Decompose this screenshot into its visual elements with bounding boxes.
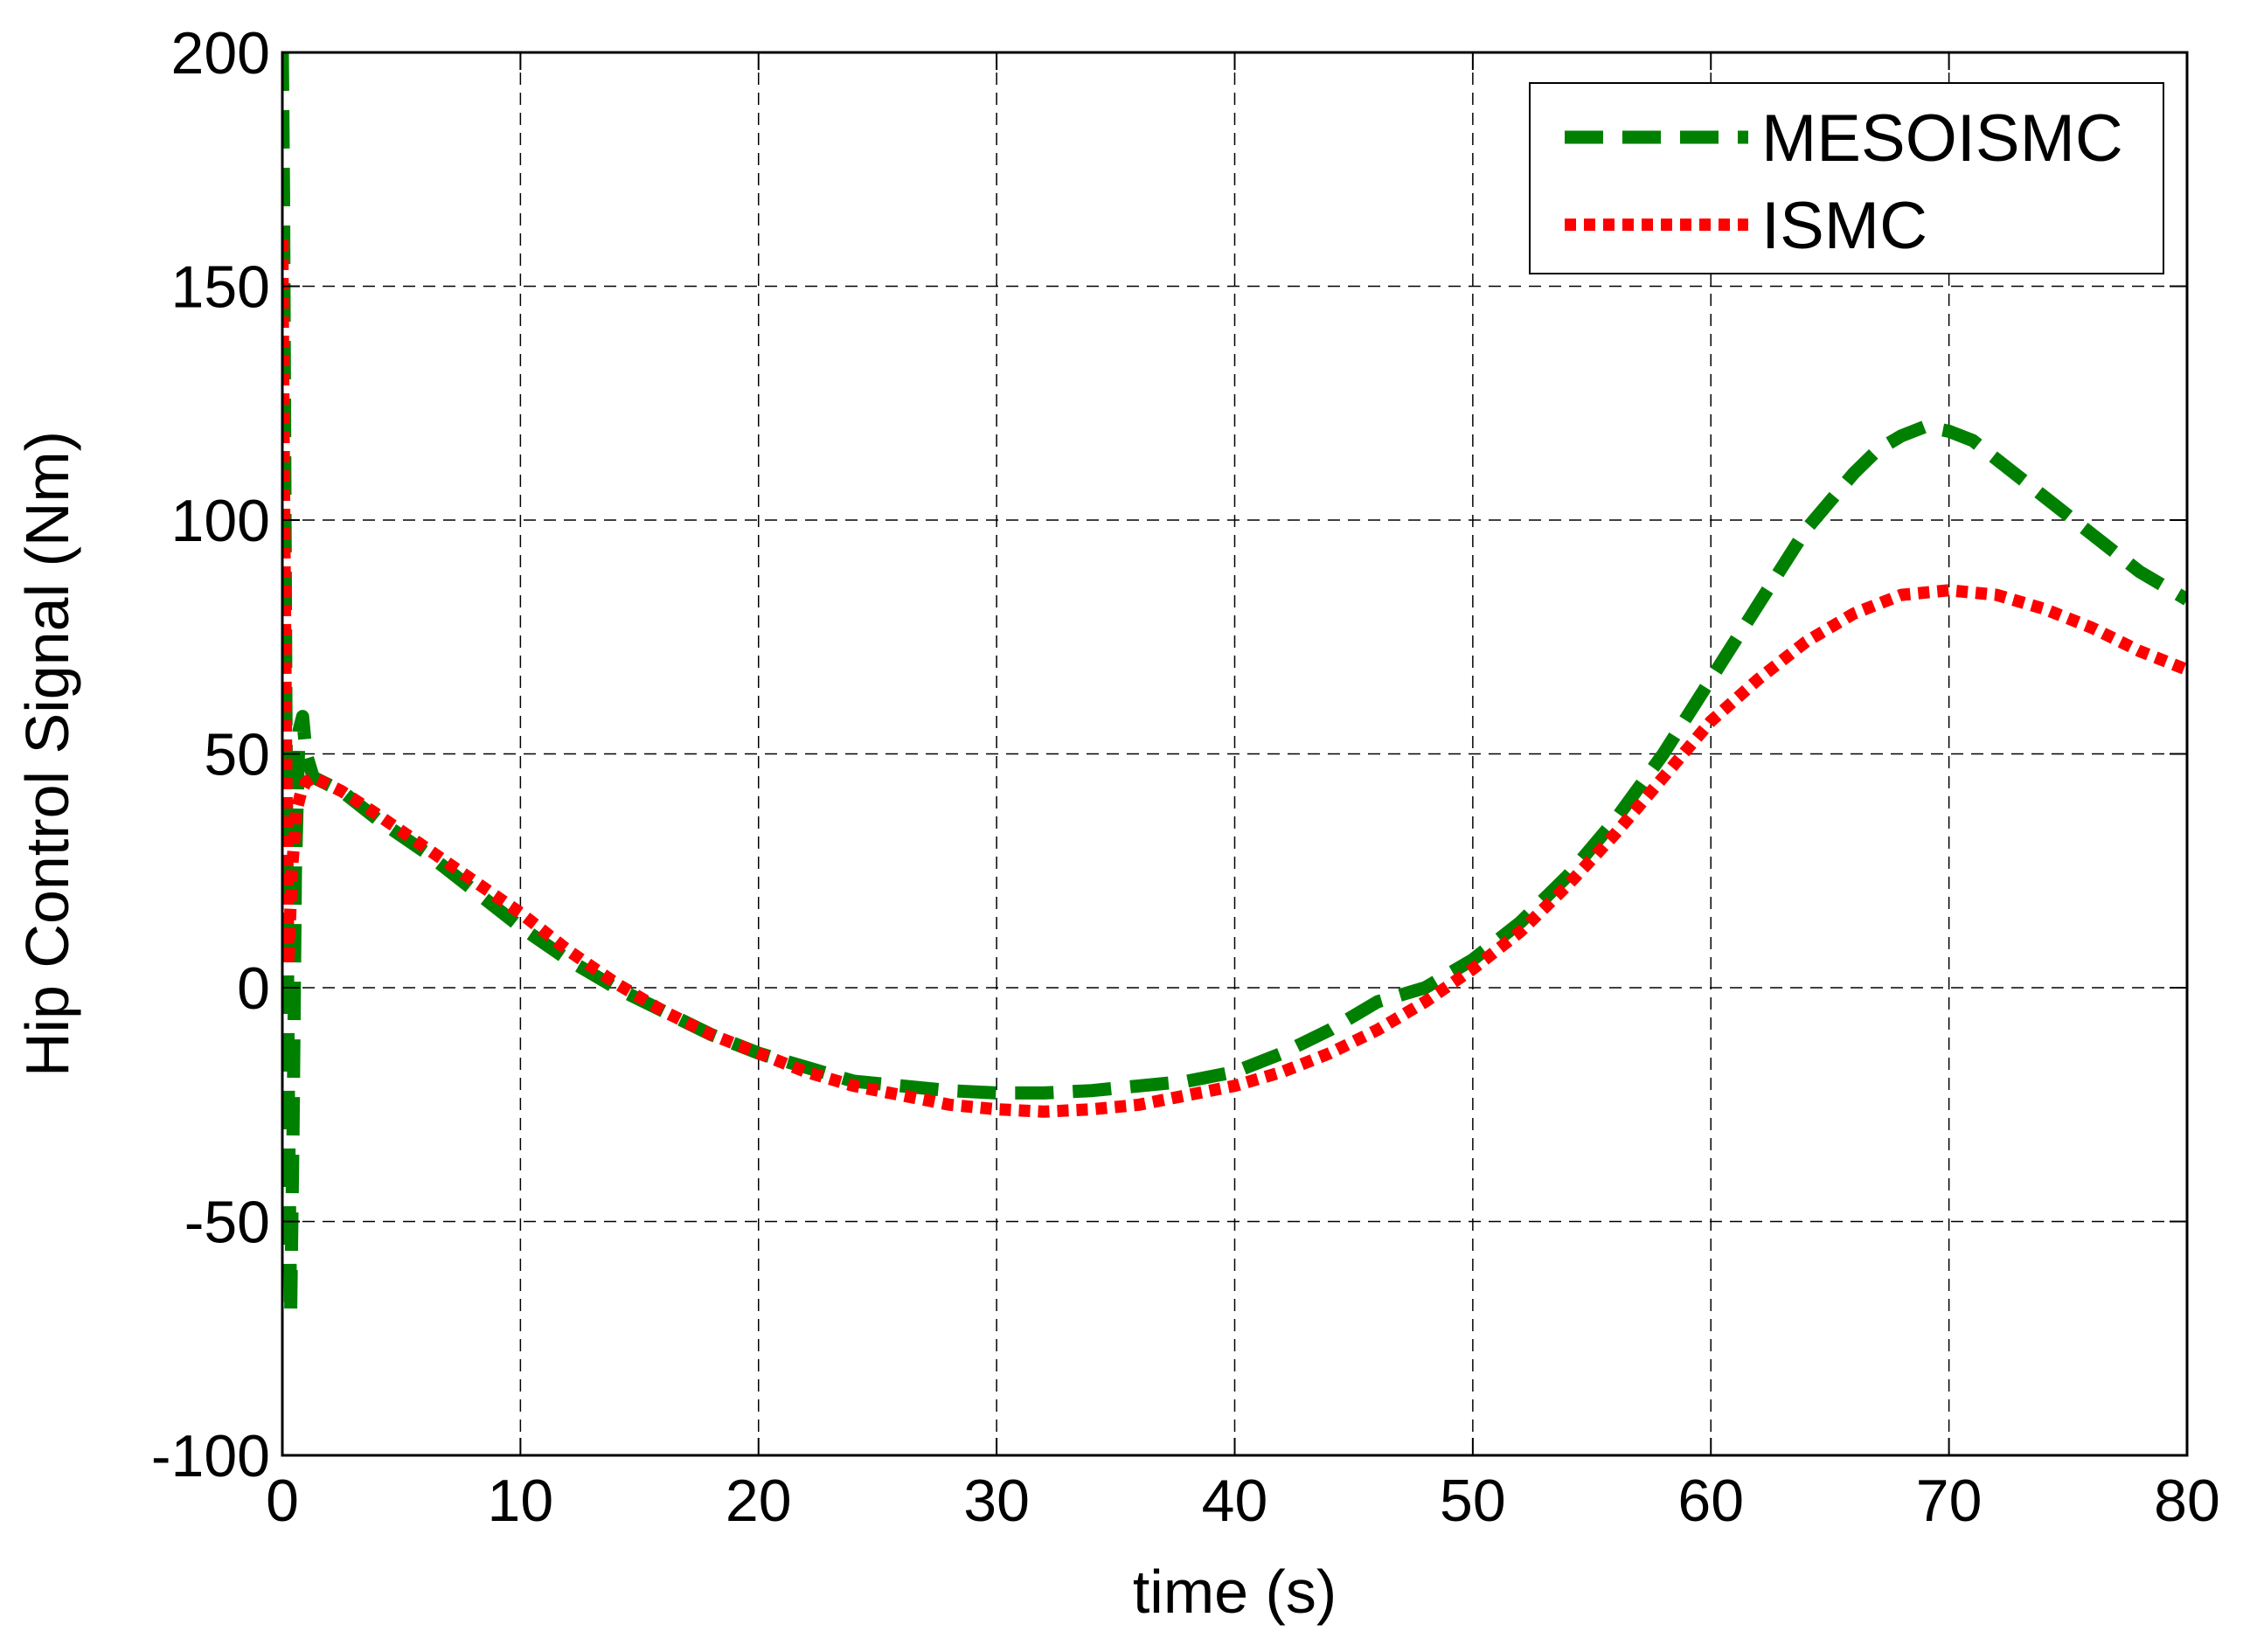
x-tick-label: 40	[1202, 1468, 1268, 1534]
legend-label-ismc: ISMC	[1761, 189, 1927, 263]
y-tick-label: 50	[204, 722, 270, 788]
x-tick-label: 30	[963, 1468, 1030, 1534]
grid	[282, 52, 2187, 1455]
ticks: 0 10 20 30 40 50 60 70 80 -100 -50 0 50 100 150 200	[151, 20, 2220, 1534]
x-tick-label: 0	[266, 1468, 299, 1534]
y-tick-label: -100	[151, 1423, 270, 1489]
series-layer	[282, 52, 2187, 1322]
legend-label-mesoismc: MESOISMC	[1761, 101, 2123, 176]
x-tick-label: 80	[2154, 1468, 2220, 1534]
y-tick-label: 200	[171, 20, 270, 87]
series-line-mesoismc	[282, 52, 2187, 1322]
y-tick-label: 0	[237, 955, 270, 1022]
y-tick-label: 100	[171, 488, 270, 554]
x-tick-label: 60	[1677, 1468, 1744, 1534]
x-axis-label: time (s)	[1133, 1558, 1337, 1626]
y-tick-label: 150	[171, 254, 270, 321]
series-line-ismc	[282, 239, 2187, 1118]
x-tick-label: 20	[726, 1468, 792, 1534]
y-axis-label: Hip Control Signal (Nm)	[13, 431, 81, 1077]
x-tick-label: 70	[1916, 1468, 1983, 1534]
legend-box	[1529, 82, 2164, 274]
x-tick-label: 50	[1440, 1468, 1506, 1534]
x-tick-label: 10	[488, 1468, 554, 1534]
legend: MESOISMC ISMC	[1529, 82, 2164, 274]
y-tick-label: -50	[184, 1190, 270, 1256]
